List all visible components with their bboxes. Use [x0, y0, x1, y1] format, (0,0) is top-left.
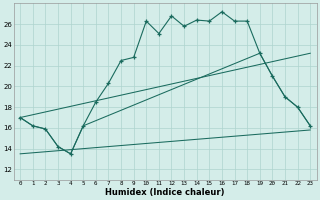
X-axis label: Humidex (Indice chaleur): Humidex (Indice chaleur) — [106, 188, 225, 197]
